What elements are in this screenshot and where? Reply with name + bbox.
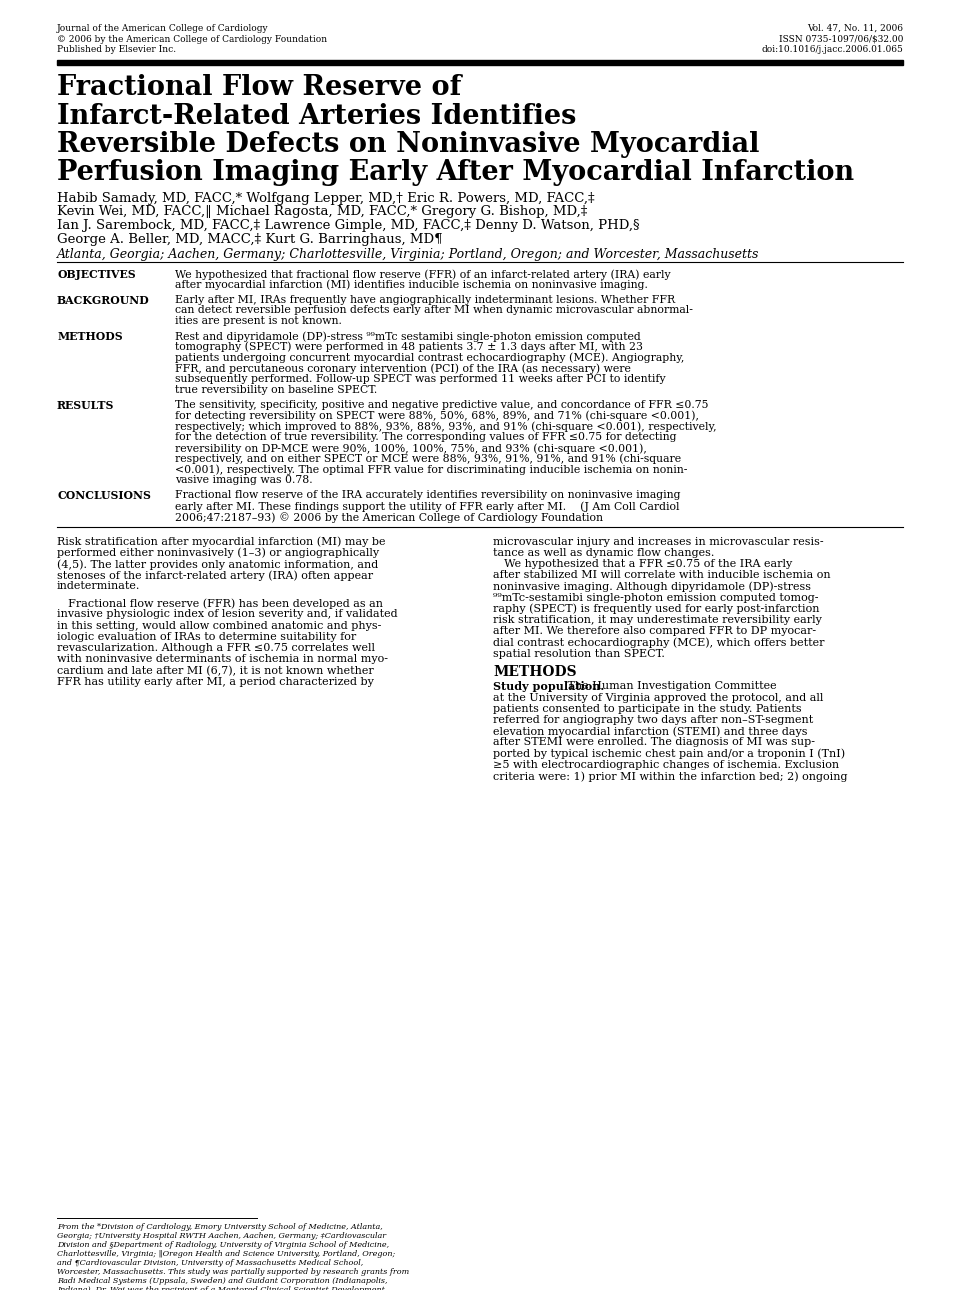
Text: indeterminate.: indeterminate. — [57, 582, 140, 591]
Text: early after MI. These findings support the utility of FFR early after MI.    (J : early after MI. These findings support t… — [175, 501, 680, 512]
Text: risk stratification, it may underestimate reversibility early: risk stratification, it may underestimat… — [493, 615, 822, 624]
Text: We hypothesized that a FFR ≤0.75 of the IRA early: We hypothesized that a FFR ≤0.75 of the … — [493, 559, 792, 569]
Text: ≥5 with electrocardiographic changes of ischemia. Exclusion: ≥5 with electrocardiographic changes of … — [493, 760, 839, 770]
Text: Early after MI, IRAs frequently have angiographically indeterminant lesions. Whe: Early after MI, IRAs frequently have ang… — [175, 294, 675, 304]
Text: Radi Medical Systems (Uppsala, Sweden) and Guidant Corporation (Indianapolis,: Radi Medical Systems (Uppsala, Sweden) a… — [57, 1277, 388, 1285]
Text: spatial resolution than SPECT.: spatial resolution than SPECT. — [493, 649, 665, 659]
Text: Vol. 47, No. 11, 2006: Vol. 47, No. 11, 2006 — [807, 25, 903, 34]
Text: BACKGROUND: BACKGROUND — [57, 294, 150, 306]
Text: FFR, and percutaneous coronary intervention (PCI) of the IRA (as necessary) were: FFR, and percutaneous coronary intervent… — [175, 364, 631, 374]
Text: tomography (SPECT) were performed in 48 patients 3.7 ± 1.3 days after MI, with 2: tomography (SPECT) were performed in 48 … — [175, 342, 643, 352]
Text: Fractional flow reserve of the IRA accurately identifies reversibility on noninv: Fractional flow reserve of the IRA accur… — [175, 490, 681, 501]
Text: The sensitivity, specificity, positive and negative predictive value, and concor: The sensitivity, specificity, positive a… — [175, 400, 708, 410]
Text: raphy (SPECT) is frequently used for early post-infarction: raphy (SPECT) is frequently used for ear… — [493, 604, 820, 614]
Text: doi:10.1016/j.jacc.2006.01.065: doi:10.1016/j.jacc.2006.01.065 — [761, 45, 903, 54]
Text: OBJECTIVES: OBJECTIVES — [57, 270, 135, 280]
Text: true reversibility on baseline SPECT.: true reversibility on baseline SPECT. — [175, 384, 377, 395]
Text: after STEMI were enrolled. The diagnosis of MI was sup-: after STEMI were enrolled. The diagnosis… — [493, 738, 815, 747]
Text: Perfusion Imaging Early After Myocardial Infarction: Perfusion Imaging Early After Myocardial… — [57, 160, 854, 187]
Text: From the *Division of Cardiology, Emory University School of Medicine, Atlanta,: From the *Division of Cardiology, Emory … — [57, 1223, 383, 1231]
Text: ported by typical ischemic chest pain and/or a troponin I (TnI): ported by typical ischemic chest pain an… — [493, 748, 845, 759]
Text: invasive physiologic index of lesion severity and, if validated: invasive physiologic index of lesion sev… — [57, 609, 397, 619]
Text: RESULTS: RESULTS — [57, 400, 114, 410]
Text: revascularization. Although a FFR ≤0.75 correlates well: revascularization. Although a FFR ≤0.75 … — [57, 642, 375, 653]
Text: Study population.: Study population. — [493, 681, 604, 693]
Text: ISSN 0735-1097/06/$32.00: ISSN 0735-1097/06/$32.00 — [779, 35, 903, 44]
Text: ities are present is not known.: ities are present is not known. — [175, 316, 342, 326]
Text: iologic evaluation of IRAs to determine suitability for: iologic evaluation of IRAs to determine … — [57, 632, 356, 642]
Text: Ian J. Sarembock, MD, FACC,‡ Lawrence Gimple, MD, FACC,‡ Denny D. Watson, PHD,§: Ian J. Sarembock, MD, FACC,‡ Lawrence Gi… — [57, 219, 639, 232]
Text: can detect reversible perfusion defects early after MI when dynamic microvascula: can detect reversible perfusion defects … — [175, 306, 693, 315]
Text: subsequently performed. Follow-up SPECT was performed 11 weeks after PCI to iden: subsequently performed. Follow-up SPECT … — [175, 374, 665, 384]
Bar — [57, 59, 903, 64]
Text: Indiana). Dr. Wei was the recipient of a Mentored Clinical Scientist Development: Indiana). Dr. Wei was the recipient of a… — [57, 1286, 385, 1290]
Text: Habib Samady, MD, FACC,* Wolfgang Lepper, MD,† Eric R. Powers, MD, FACC,‡: Habib Samady, MD, FACC,* Wolfgang Lepper… — [57, 192, 594, 205]
Text: Risk stratification after myocardial infarction (MI) may be: Risk stratification after myocardial inf… — [57, 537, 386, 547]
Text: Infarct-Related Arteries Identifies: Infarct-Related Arteries Identifies — [57, 102, 576, 129]
Text: after stabilized MI will correlate with inducible ischemia on: after stabilized MI will correlate with … — [493, 570, 830, 580]
Text: for the detection of true reversibility. The corresponding values of FFR ≤0.75 f: for the detection of true reversibility.… — [175, 432, 677, 442]
Text: George A. Beller, MD, MACC,‡ Kurt G. Barringhaus, MD¶: George A. Beller, MD, MACC,‡ Kurt G. Bar… — [57, 232, 443, 245]
Text: Reversible Defects on Noninvasive Myocardial: Reversible Defects on Noninvasive Myocar… — [57, 132, 759, 157]
Text: METHODS: METHODS — [57, 332, 123, 342]
Text: after myocardial infarction (MI) identifies inducible ischemia on noninvasive im: after myocardial infarction (MI) identif… — [175, 280, 648, 290]
Text: for detecting reversibility on SPECT were 88%, 50%, 68%, 89%, and 71% (chi-squar: for detecting reversibility on SPECT wer… — [175, 410, 699, 421]
Text: at the University of Virginia approved the protocol, and all: at the University of Virginia approved t… — [493, 693, 824, 703]
Text: © 2006 by the American College of Cardiology Foundation: © 2006 by the American College of Cardio… — [57, 35, 327, 44]
Text: 2006;47:2187–93) © 2006 by the American College of Cardiology Foundation: 2006;47:2187–93) © 2006 by the American … — [175, 512, 603, 522]
Text: and ¶Cardiovascular Division, University of Massachusetts Medical School,: and ¶Cardiovascular Division, University… — [57, 1259, 363, 1267]
Text: after MI. We therefore also compared FFR to DP myocar-: after MI. We therefore also compared FFR… — [493, 626, 816, 636]
Text: respectively; which improved to 88%, 93%, 88%, 93%, and 91% (chi-square <0.001),: respectively; which improved to 88%, 93%… — [175, 422, 716, 432]
Text: reversibility on DP-MCE were 90%, 100%, 100%, 75%, and 93% (chi-square <0.001),: reversibility on DP-MCE were 90%, 100%, … — [175, 442, 647, 454]
Text: ⁹⁹mTc-sestamibi single-photon emission computed tomog-: ⁹⁹mTc-sestamibi single-photon emission c… — [493, 592, 819, 602]
Text: microvascular injury and increases in microvascular resis-: microvascular injury and increases in mi… — [493, 537, 824, 547]
Text: FFR has utility early after MI, a period characterized by: FFR has utility early after MI, a period… — [57, 676, 373, 686]
Text: Georgia; †University Hospital RWTH Aachen, Aachen, Germany; ‡Cardiovascular: Georgia; †University Hospital RWTH Aache… — [57, 1232, 386, 1240]
Text: stenoses of the infarct-related artery (IRA) often appear: stenoses of the infarct-related artery (… — [57, 570, 373, 580]
Text: patients consented to participate in the study. Patients: patients consented to participate in the… — [493, 704, 802, 713]
Text: Fractional flow reserve (FFR) has been developed as an: Fractional flow reserve (FFR) has been d… — [57, 599, 383, 609]
Text: elevation myocardial infarction (STEMI) and three days: elevation myocardial infarction (STEMI) … — [493, 726, 807, 737]
Text: dial contrast echocardiography (MCE), which offers better: dial contrast echocardiography (MCE), wh… — [493, 637, 825, 648]
Text: We hypothesized that fractional flow reserve (FFR) of an infarct-related artery : We hypothesized that fractional flow res… — [175, 270, 671, 280]
Text: CONCLUSIONS: CONCLUSIONS — [57, 490, 151, 502]
Text: METHODS: METHODS — [493, 666, 577, 680]
Text: Fractional Flow Reserve of: Fractional Flow Reserve of — [57, 74, 462, 101]
Text: The Human Investigation Committee: The Human Investigation Committee — [564, 681, 777, 691]
Text: vasive imaging was 0.78.: vasive imaging was 0.78. — [175, 476, 313, 485]
Text: tance as well as dynamic flow changes.: tance as well as dynamic flow changes. — [493, 548, 714, 557]
Text: Charlottesville, Virginia; ‖Oregon Health and Science University, Portland, Oreg: Charlottesville, Virginia; ‖Oregon Healt… — [57, 1250, 396, 1258]
Text: Published by Elsevier Inc.: Published by Elsevier Inc. — [57, 45, 176, 54]
Text: respectively, and on either SPECT or MCE were 88%, 93%, 91%, 91%, and 91% (chi-s: respectively, and on either SPECT or MCE… — [175, 454, 682, 464]
Text: Atlanta, Georgia; Aachen, Germany; Charlottesville, Virginia; Portland, Oregon; : Atlanta, Georgia; Aachen, Germany; Charl… — [57, 248, 759, 261]
Text: (4,5). The latter provides only anatomic information, and: (4,5). The latter provides only anatomic… — [57, 559, 378, 570]
Text: noninvasive imaging. Although dipyridamole (DP)-stress: noninvasive imaging. Although dipyridamo… — [493, 582, 811, 592]
Text: with noninvasive determinants of ischemia in normal myo-: with noninvasive determinants of ischemi… — [57, 654, 388, 664]
Text: Division and §Department of Radiology, University of Virginia School of Medicine: Division and §Department of Radiology, U… — [57, 1241, 389, 1249]
Text: referred for angiography two days after non–ST-segment: referred for angiography two days after … — [493, 715, 813, 725]
Text: performed either noninvasively (1–3) or angiographically: performed either noninvasively (1–3) or … — [57, 548, 379, 559]
Text: criteria were: 1) prior MI within the infarction bed; 2) ongoing: criteria were: 1) prior MI within the in… — [493, 771, 848, 782]
Text: in this setting, would allow combined anatomic and phys-: in this setting, would allow combined an… — [57, 620, 381, 631]
Text: Journal of the American College of Cardiology: Journal of the American College of Cardi… — [57, 25, 269, 34]
Text: Kevin Wei, MD, FACC,‖ Michael Ragosta, MD, FACC,* Gregory G. Bishop, MD,‡: Kevin Wei, MD, FACC,‖ Michael Ragosta, M… — [57, 205, 588, 218]
Text: Rest and dipyridamole (DP)-stress ⁹⁹mTc sestamibi single-photon emission compute: Rest and dipyridamole (DP)-stress ⁹⁹mTc … — [175, 332, 640, 342]
Text: patients undergoing concurrent myocardial contrast echocardiography (MCE). Angio: patients undergoing concurrent myocardia… — [175, 352, 684, 364]
Text: Worcester, Massachusetts. This study was partially supported by research grants : Worcester, Massachusetts. This study was… — [57, 1268, 409, 1276]
Text: <0.001), respectively. The optimal FFR value for discriminating inducible ischem: <0.001), respectively. The optimal FFR v… — [175, 464, 687, 475]
Text: cardium and late after MI (6,7), it is not known whether: cardium and late after MI (6,7), it is n… — [57, 666, 373, 676]
